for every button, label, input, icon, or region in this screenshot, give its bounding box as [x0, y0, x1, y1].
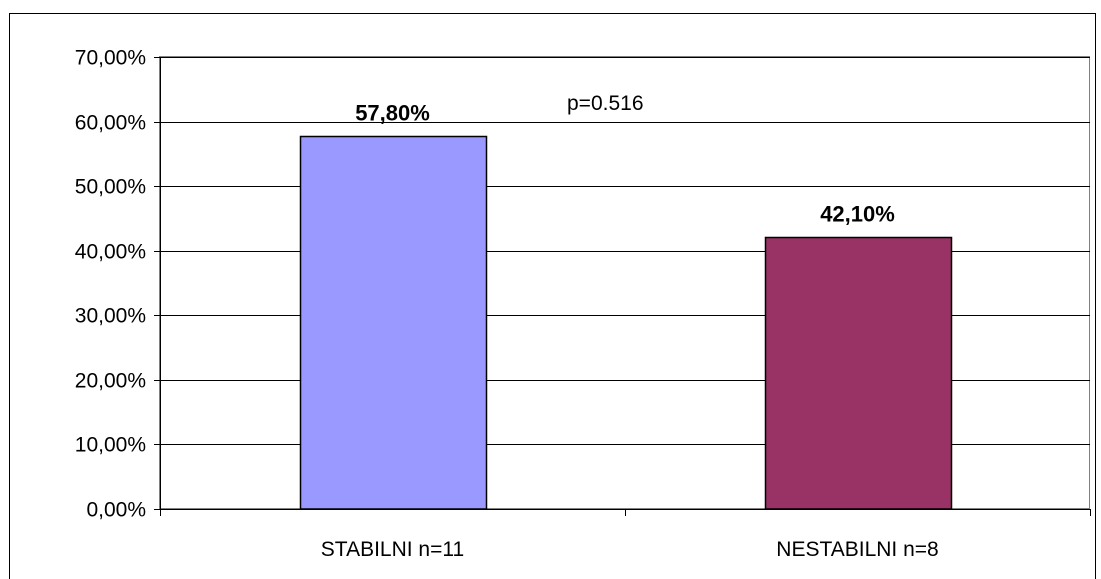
data-label: 57,80%: [355, 101, 430, 126]
y-tick-label: 30,00%: [75, 305, 146, 328]
bar: [764, 236, 953, 510]
axes: [154, 57, 1091, 516]
y-tick-label: 70,00%: [75, 47, 146, 70]
labels: 0,00% 10,00% 20,00% 30,00% 40,00% 50,00% 60,00…: [75, 47, 939, 562]
x-category-label: STABILNI n=11: [321, 538, 464, 561]
y-tick-label: 20,00%: [75, 370, 146, 393]
x-category-label: NESTABILNI n=8: [776, 538, 938, 561]
y-tick-label: 40,00%: [75, 241, 146, 264]
bar: [299, 135, 488, 510]
p-value-annotation: p=0.516: [567, 92, 644, 115]
y-tick-label: 0,00%: [86, 499, 146, 522]
y-tick-label: 50,00%: [75, 176, 146, 199]
y-tick-label: 10,00%: [75, 434, 146, 457]
y-tick-label: 60,00%: [75, 112, 146, 135]
data-label: 42,10%: [820, 202, 895, 227]
bars: [299, 135, 953, 510]
